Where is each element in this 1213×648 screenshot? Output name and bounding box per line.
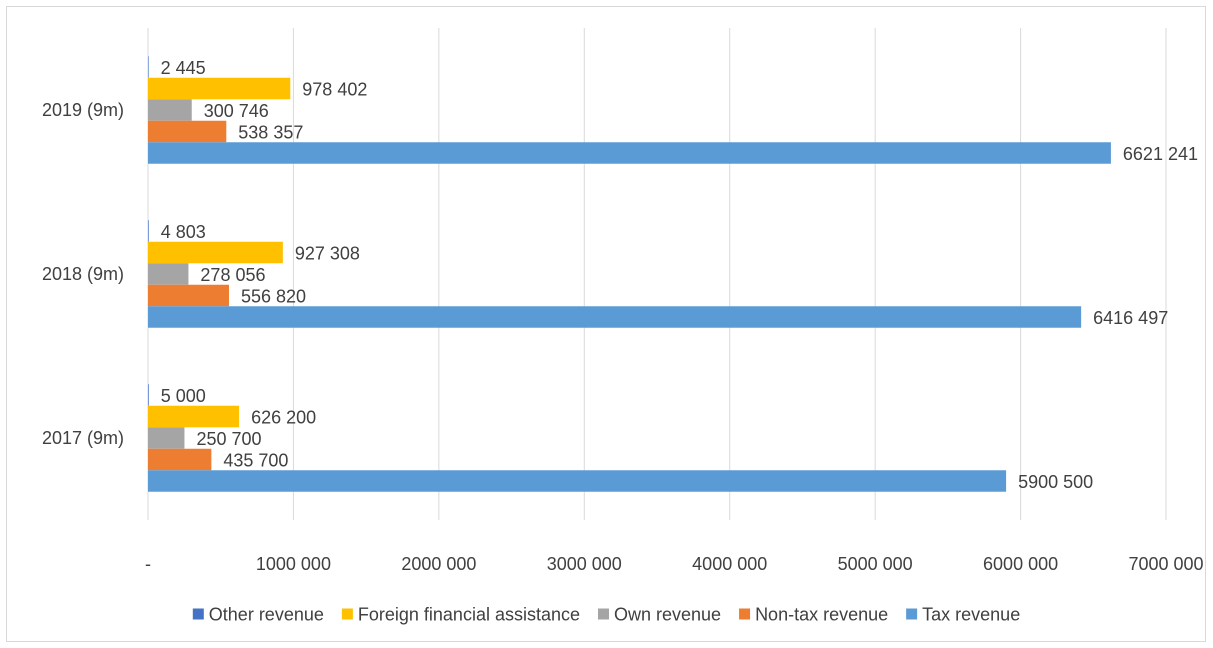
legend-swatch-1: [341, 608, 353, 620]
bar-2-3: [148, 448, 212, 471]
data-label-2-1: 626 200: [251, 408, 316, 428]
x-tick-label-4: 4000 000: [692, 554, 767, 574]
legend-label-0: Other revenue: [209, 605, 324, 625]
data-label-1-2: 278 056: [200, 265, 265, 285]
category-labels: 2019 (9m) 2018 (9m) 2017 (9m): [42, 100, 124, 448]
legend-swatch-3: [739, 608, 751, 620]
bar-1-0: [148, 220, 149, 242]
legend-swatch-0: [192, 608, 204, 620]
data-label-0-2: 300 746: [204, 101, 269, 121]
bar-0-3: [148, 120, 227, 143]
bar-1-1: [148, 241, 283, 264]
data-label-1-0: 4 803: [161, 222, 206, 242]
x-tick-label-1: 1000 000: [256, 554, 331, 574]
x-tick-label-7: 7000 000: [1128, 554, 1203, 574]
data-label-0-0: 2 445: [161, 58, 206, 78]
legend-label-2: Own revenue: [614, 605, 721, 625]
gridlines: [147, 28, 1167, 520]
data-label-0-4: 6621 241: [1123, 144, 1198, 164]
legend-label-3: Non-tax revenue: [755, 605, 888, 625]
x-tick-labels: - 1000 000 2000 000 3000 000 4000 000 5000 00…: [145, 554, 1204, 574]
legend: Other revenue Foreign financial assistanc…: [192, 605, 1020, 625]
x-tick-label-2: 2000 000: [401, 554, 476, 574]
data-label-2-4: 5900 500: [1018, 472, 1093, 492]
bar-1-4: [148, 306, 1082, 328]
data-label-0-3: 538 357: [238, 123, 303, 143]
x-tick-label-5: 5000 000: [838, 554, 913, 574]
bar-1-3: [148, 284, 229, 307]
bar-1-2: [148, 263, 189, 285]
bar-0-0: [148, 56, 149, 78]
bar-2-0: [148, 384, 149, 406]
bar-0-2: [148, 99, 192, 121]
bar-2-4: [148, 470, 1007, 492]
data-label-2-3: 435 700: [223, 451, 288, 471]
x-tick-label-0: -: [145, 554, 151, 574]
legend-swatch-4: [906, 608, 918, 620]
category-label-0: 2019 (9m): [42, 100, 124, 120]
category-label-2: 2017 (9m): [42, 428, 124, 448]
bar-2-1: [148, 405, 240, 428]
bar-0-4: [148, 142, 1111, 164]
data-label-1-3: 556 820: [241, 287, 306, 307]
legend-swatch-2: [598, 608, 609, 620]
data-label-2-0: 5 000: [161, 386, 206, 406]
data-label-2-2: 250 700: [196, 429, 261, 449]
x-tick-label-3: 3000 000: [547, 554, 622, 574]
bar-2-2: [148, 427, 185, 449]
data-label-1-4: 6416 497: [1093, 308, 1168, 328]
data-label-0-1: 978 402: [302, 80, 367, 100]
legend-label-1: Foreign financial assistance: [358, 605, 580, 625]
x-tick-label-6: 6000 000: [983, 554, 1058, 574]
legend-label-4: Tax revenue: [922, 605, 1020, 625]
data-label-1-1: 927 308: [295, 244, 360, 264]
bars: [148, 56, 1111, 492]
bar-0-1: [148, 77, 291, 100]
category-label-1: 2018 (9m): [42, 264, 124, 284]
